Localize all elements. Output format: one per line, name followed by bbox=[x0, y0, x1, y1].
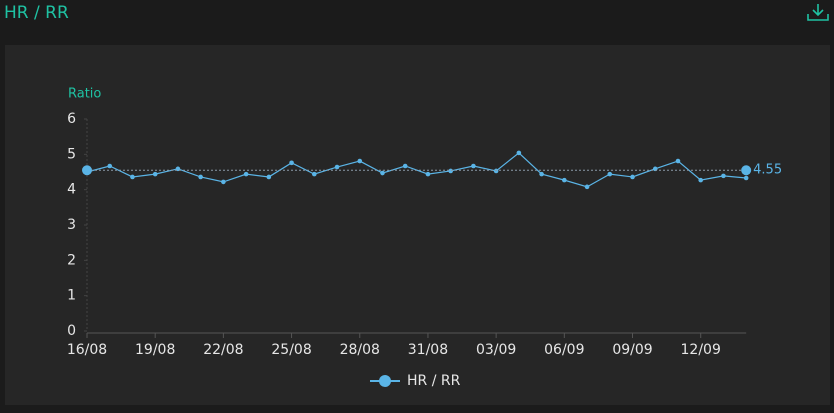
data-point bbox=[584, 184, 590, 190]
data-point bbox=[243, 171, 249, 177]
x-tick-label: 25/08 bbox=[271, 342, 311, 358]
data-point bbox=[675, 158, 681, 164]
page-title: HR / RR bbox=[4, 3, 69, 23]
data-point bbox=[630, 174, 635, 180]
data-point bbox=[221, 179, 226, 185]
data-point bbox=[562, 177, 567, 183]
data-point bbox=[493, 168, 499, 174]
x-tick-label: 09/09 bbox=[612, 342, 652, 358]
data-point bbox=[448, 168, 453, 174]
data-point bbox=[312, 171, 317, 177]
data-point bbox=[380, 170, 385, 176]
x-tick-label: 28/08 bbox=[340, 342, 380, 358]
download-arrow bbox=[812, 4, 824, 17]
chart-panel bbox=[5, 45, 830, 405]
x-tick-label: 03/09 bbox=[476, 342, 516, 358]
data-point bbox=[721, 173, 726, 179]
x-tick-label: 16/08 bbox=[67, 342, 107, 358]
mean-line-end bbox=[741, 165, 752, 176]
legend-swatch-dot bbox=[379, 375, 391, 387]
download-tray bbox=[807, 14, 829, 21]
x-tick-label: 31/08 bbox=[408, 342, 448, 358]
data-point bbox=[471, 163, 476, 169]
y-tick-label: 2 bbox=[67, 252, 76, 268]
data-point bbox=[152, 171, 158, 177]
x-tick-label: 06/09 bbox=[544, 342, 584, 358]
data-point bbox=[289, 160, 294, 166]
data-point bbox=[698, 177, 704, 183]
mean-line-label: 4.55 bbox=[753, 163, 782, 178]
y-tick-label: 3 bbox=[67, 217, 76, 233]
data-point bbox=[516, 150, 522, 156]
data-point bbox=[357, 158, 363, 164]
legend-label: HR / RR bbox=[407, 373, 461, 389]
y-tick-label: 4 bbox=[67, 182, 76, 198]
x-tick-label: 22/08 bbox=[203, 342, 243, 358]
y-tick-label: 0 bbox=[67, 323, 76, 339]
data-point bbox=[425, 171, 431, 177]
data-point bbox=[266, 174, 272, 180]
data-point bbox=[539, 171, 544, 177]
data-point bbox=[334, 164, 340, 170]
download-button[interactable] bbox=[807, 4, 829, 21]
x-tick-label: 12/09 bbox=[681, 342, 721, 358]
data-point bbox=[402, 163, 408, 169]
data-point bbox=[130, 174, 135, 180]
data-point bbox=[107, 163, 113, 169]
data-point bbox=[743, 175, 749, 181]
legend: HR / RR bbox=[370, 373, 461, 389]
y-tick-label: 5 bbox=[67, 146, 76, 162]
data-point bbox=[607, 171, 613, 177]
mean-line-start bbox=[82, 165, 92, 176]
x-tick-label: 19/08 bbox=[135, 342, 175, 358]
data-point bbox=[198, 174, 203, 180]
y-tick-label: 1 bbox=[67, 288, 76, 304]
y-axis-label: Ratio bbox=[68, 87, 101, 102]
y-tick-label: 6 bbox=[67, 111, 76, 127]
